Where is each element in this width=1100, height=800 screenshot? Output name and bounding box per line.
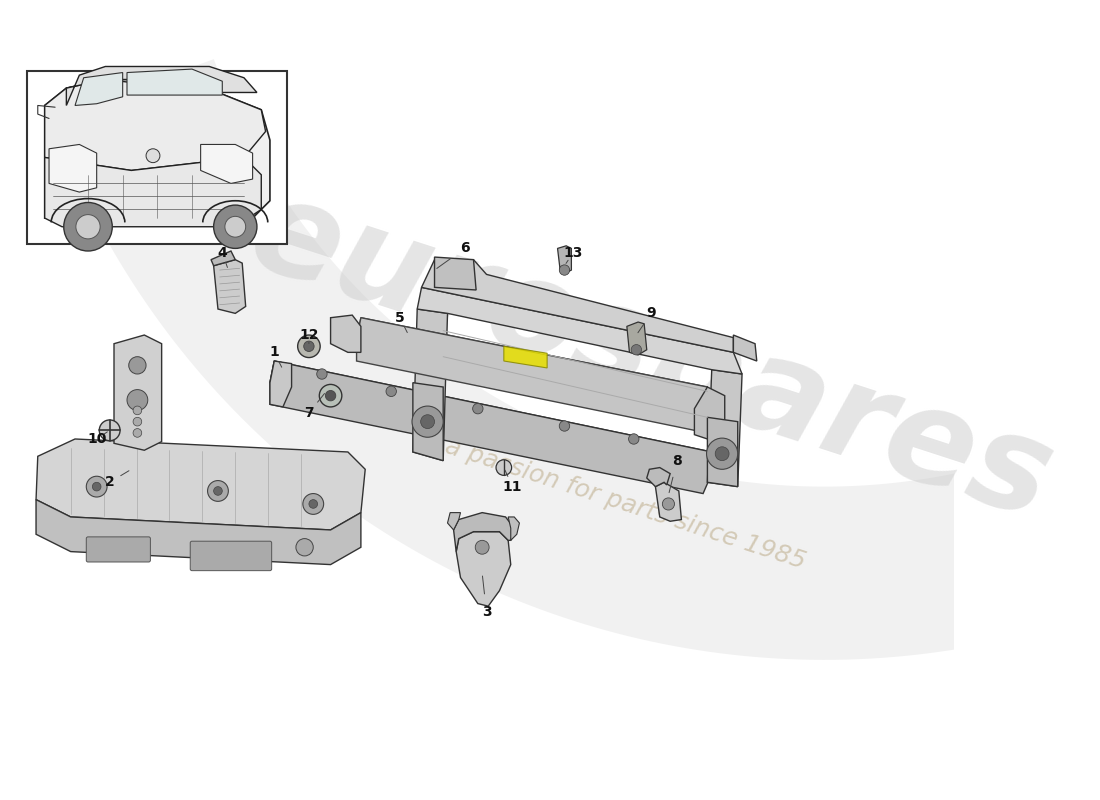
Polygon shape xyxy=(50,145,97,192)
Text: 5: 5 xyxy=(395,310,405,325)
Circle shape xyxy=(302,494,323,514)
Polygon shape xyxy=(627,322,647,355)
Circle shape xyxy=(296,538,314,556)
Polygon shape xyxy=(707,370,743,486)
Text: 13: 13 xyxy=(563,246,583,260)
Circle shape xyxy=(224,216,245,237)
Text: 9: 9 xyxy=(647,306,656,320)
Polygon shape xyxy=(734,335,757,361)
Polygon shape xyxy=(417,287,742,374)
FancyBboxPatch shape xyxy=(190,542,272,570)
Polygon shape xyxy=(270,361,292,407)
Circle shape xyxy=(86,476,107,497)
Polygon shape xyxy=(647,467,670,486)
Polygon shape xyxy=(45,158,262,226)
Polygon shape xyxy=(66,66,257,106)
Circle shape xyxy=(412,406,443,438)
Circle shape xyxy=(213,486,222,495)
Polygon shape xyxy=(434,257,476,290)
Polygon shape xyxy=(421,260,734,352)
Polygon shape xyxy=(270,361,712,474)
Polygon shape xyxy=(270,361,712,494)
Circle shape xyxy=(317,369,327,379)
Polygon shape xyxy=(356,318,707,409)
Text: eurospares: eurospares xyxy=(234,167,1068,546)
Polygon shape xyxy=(36,500,361,565)
Circle shape xyxy=(64,202,112,251)
Polygon shape xyxy=(504,346,547,368)
Circle shape xyxy=(319,385,342,407)
Polygon shape xyxy=(707,418,738,486)
Circle shape xyxy=(126,390,147,410)
Polygon shape xyxy=(508,517,519,540)
Polygon shape xyxy=(114,335,162,450)
Polygon shape xyxy=(213,260,245,314)
Circle shape xyxy=(129,357,146,374)
Bar xyxy=(28,71,287,244)
Text: 1: 1 xyxy=(270,346,279,359)
Circle shape xyxy=(208,481,229,502)
Circle shape xyxy=(496,460,512,475)
Polygon shape xyxy=(45,79,270,218)
Polygon shape xyxy=(356,318,707,430)
Circle shape xyxy=(146,149,160,162)
Polygon shape xyxy=(211,251,235,266)
Circle shape xyxy=(386,386,396,397)
Polygon shape xyxy=(453,513,514,551)
Polygon shape xyxy=(412,382,443,461)
Polygon shape xyxy=(200,145,253,183)
Polygon shape xyxy=(75,73,123,106)
Circle shape xyxy=(133,429,142,438)
Polygon shape xyxy=(51,0,1100,660)
Circle shape xyxy=(326,390,336,401)
Text: 4: 4 xyxy=(218,246,228,260)
Text: 11: 11 xyxy=(503,480,522,494)
Circle shape xyxy=(631,345,641,355)
Text: a passion for parts since 1985: a passion for parts since 1985 xyxy=(442,434,808,574)
Text: 10: 10 xyxy=(87,432,107,446)
Circle shape xyxy=(420,414,434,429)
Circle shape xyxy=(92,482,101,491)
Polygon shape xyxy=(412,309,448,461)
Circle shape xyxy=(662,498,674,510)
Polygon shape xyxy=(656,482,681,522)
Polygon shape xyxy=(126,69,222,95)
Polygon shape xyxy=(45,79,265,170)
Text: 12: 12 xyxy=(299,328,319,342)
Polygon shape xyxy=(448,513,461,530)
Polygon shape xyxy=(558,246,571,273)
Circle shape xyxy=(309,500,318,508)
Polygon shape xyxy=(36,439,365,530)
Text: 2: 2 xyxy=(104,475,114,490)
Circle shape xyxy=(99,420,120,441)
Circle shape xyxy=(76,214,100,239)
Circle shape xyxy=(628,434,639,444)
FancyBboxPatch shape xyxy=(86,537,151,562)
Circle shape xyxy=(133,406,142,414)
Polygon shape xyxy=(694,387,725,439)
Circle shape xyxy=(298,335,320,358)
Polygon shape xyxy=(331,315,361,352)
Circle shape xyxy=(559,265,570,275)
Circle shape xyxy=(706,438,738,470)
Circle shape xyxy=(715,446,729,461)
Text: 8: 8 xyxy=(672,454,682,468)
Text: 3: 3 xyxy=(482,606,492,619)
Circle shape xyxy=(475,540,490,554)
Circle shape xyxy=(213,205,257,249)
Circle shape xyxy=(473,403,483,414)
Polygon shape xyxy=(456,532,510,606)
Circle shape xyxy=(559,421,570,431)
Circle shape xyxy=(133,418,142,426)
Text: 7: 7 xyxy=(304,406,313,420)
Circle shape xyxy=(304,341,315,351)
Text: 6: 6 xyxy=(460,242,470,255)
